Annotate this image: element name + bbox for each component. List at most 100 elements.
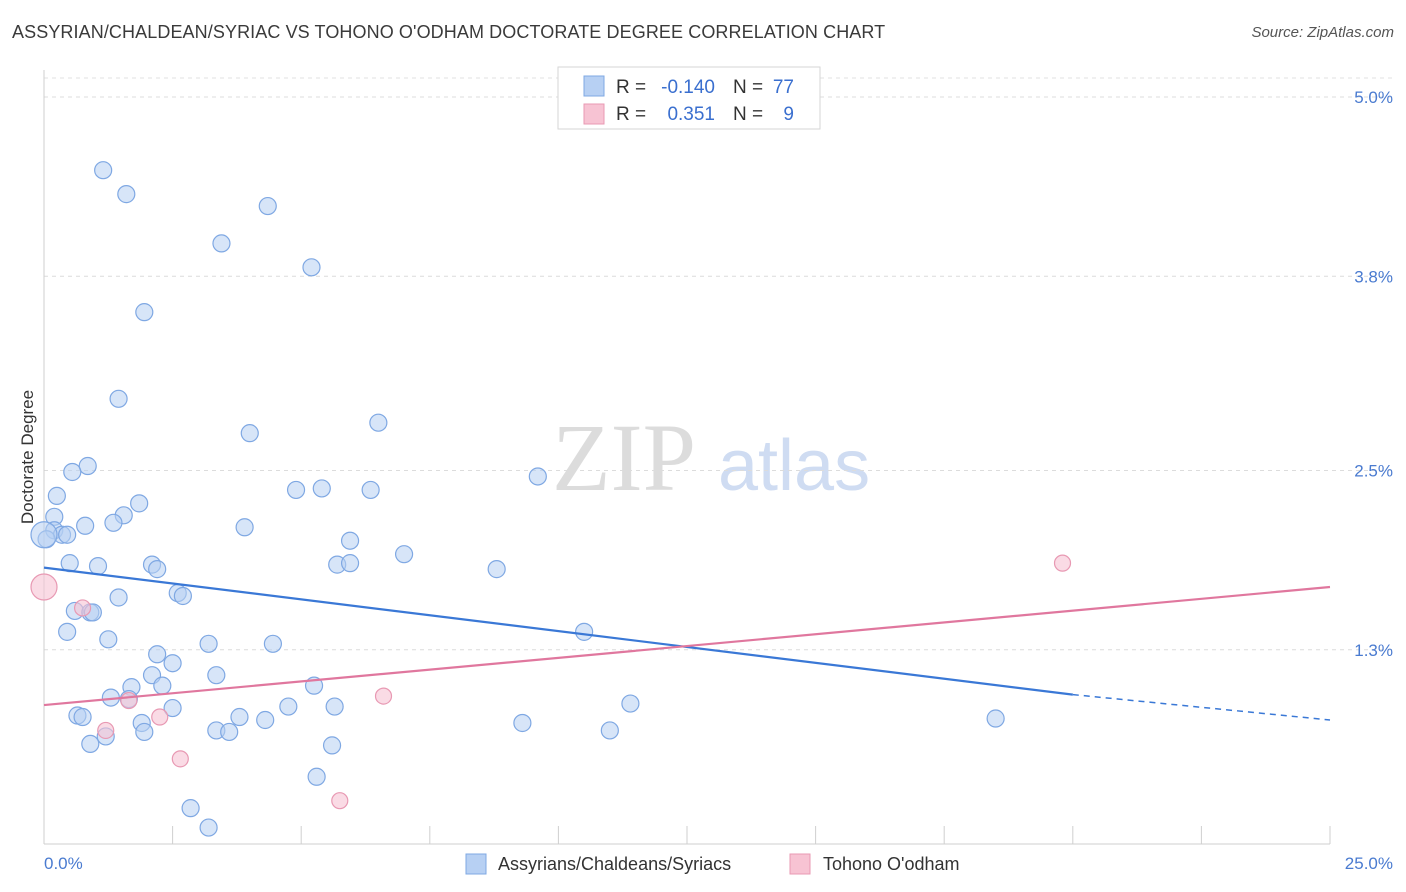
point-blue-68 xyxy=(135,722,154,742)
point-blue-76 xyxy=(30,521,58,549)
x-tick-label-min: 0.0% xyxy=(44,854,83,873)
chart-source: Source: ZipAtlas.com xyxy=(1251,24,1394,41)
point-blue-26 xyxy=(340,531,360,550)
point-blue-16 xyxy=(130,494,149,513)
point-blue-46 xyxy=(148,645,167,664)
point-blue-45 xyxy=(263,634,283,653)
point-blue-25 xyxy=(235,518,254,537)
watermark: ZIP atlas xyxy=(552,404,870,511)
point-blue-58 xyxy=(621,694,640,713)
point-blue-20 xyxy=(76,516,95,535)
point-blue-63 xyxy=(513,713,532,733)
point-blue-50 xyxy=(153,676,172,695)
point-blue-57 xyxy=(325,697,344,716)
point-blue-71 xyxy=(81,734,100,754)
point-blue-10 xyxy=(63,462,82,482)
series-legend-swatch-pink xyxy=(789,853,811,875)
stats-legend: R = -0.140 N = 77 R = 0.351 N = 9 xyxy=(557,66,821,130)
point-blue-67 xyxy=(220,722,239,742)
point-pink-7 xyxy=(171,750,189,768)
point-blue-73 xyxy=(307,767,326,786)
point-pink-3 xyxy=(374,687,393,705)
point-blue-62 xyxy=(256,710,275,730)
point-blue-23 xyxy=(58,525,77,544)
point-pink-5 xyxy=(151,708,169,726)
watermark-zip: ZIP xyxy=(552,404,696,511)
series-legend: Assyrians/Chaldeans/Syriacs Tohono O'odh… xyxy=(465,853,960,875)
stats-legend-n-value-blue: 77 xyxy=(773,77,794,98)
point-pink-0 xyxy=(30,573,58,601)
stats-legend-r-label-blue: R = xyxy=(616,77,646,98)
point-blue-0 xyxy=(94,161,113,180)
point-blue-34 xyxy=(487,560,506,579)
stats-legend-swatch-pink xyxy=(583,103,605,125)
point-blue-75 xyxy=(199,818,218,837)
point-pink-6 xyxy=(97,721,115,740)
point-blue-19 xyxy=(104,513,123,532)
series-tohono-points xyxy=(30,554,1072,810)
point-blue-12 xyxy=(47,486,66,505)
chart-title: ASSYRIAN/CHALDEAN/SYRIAC VS TOHONO O'ODH… xyxy=(12,22,886,42)
point-blue-1 xyxy=(117,185,136,204)
y-tick-label-2: 3.8% xyxy=(1354,267,1393,286)
point-blue-7 xyxy=(240,424,259,443)
point-blue-33 xyxy=(340,554,360,573)
point-blue-5 xyxy=(135,303,154,322)
x-axis-ticks xyxy=(43,826,1331,844)
stats-legend-r-label-pink: R = xyxy=(616,104,646,125)
watermark-atlas: atlas xyxy=(718,426,870,506)
point-blue-37 xyxy=(109,588,128,607)
point-blue-9 xyxy=(78,456,97,476)
stats-legend-swatch-blue xyxy=(583,75,605,97)
stats-legend-n-label-pink: N = xyxy=(733,104,763,125)
y-tick-label-0: 1.3% xyxy=(1354,641,1393,660)
point-blue-44 xyxy=(199,634,218,653)
point-blue-36 xyxy=(173,586,192,606)
point-blue-2 xyxy=(258,196,277,216)
point-blue-11 xyxy=(528,467,547,486)
point-blue-69 xyxy=(600,721,619,740)
series-legend-label-blue: Assyrians/Chaldeans/Syriacs xyxy=(498,854,731,874)
stats-legend-r-value-blue: -0.140 xyxy=(661,77,715,98)
trendlines xyxy=(43,566,1331,721)
series-legend-label-pink: Tohono O'odham xyxy=(823,854,960,874)
y-axis-label: Doctorate Degree xyxy=(18,390,37,524)
point-blue-48 xyxy=(207,666,226,685)
point-blue-43 xyxy=(99,630,118,649)
gridlines xyxy=(44,77,1393,651)
point-blue-42 xyxy=(575,622,594,641)
point-blue-72 xyxy=(322,736,342,755)
stats-legend-n-label-blue: N = xyxy=(733,77,763,98)
point-blue-3 xyxy=(212,234,231,253)
point-blue-29 xyxy=(88,557,108,576)
series-legend-swatch-blue xyxy=(465,853,487,875)
y-tick-labels: 1.3% 2.5% 3.8% 5.0% xyxy=(1354,88,1393,660)
point-blue-60 xyxy=(73,707,92,727)
point-blue-64 xyxy=(986,709,1005,728)
point-blue-14 xyxy=(312,479,331,498)
point-pink-2 xyxy=(1053,554,1072,572)
stats-legend-n-value-pink: 9 xyxy=(783,104,794,125)
point-pink-4 xyxy=(120,691,138,710)
stats-legend-r-value-pink: 0.351 xyxy=(667,104,715,125)
trendline-pink xyxy=(43,585,1331,707)
point-pink-1 xyxy=(73,599,92,617)
point-blue-13 xyxy=(286,480,306,500)
point-blue-56 xyxy=(279,697,298,716)
point-blue-55 xyxy=(163,698,182,718)
point-blue-47 xyxy=(163,654,182,673)
point-blue-8 xyxy=(369,413,388,432)
point-blue-27 xyxy=(394,545,414,564)
point-blue-4 xyxy=(302,258,321,277)
trendline-blue-extension xyxy=(1072,693,1331,721)
x-tick-label-max: 25.0% xyxy=(1345,854,1393,873)
point-blue-41 xyxy=(58,622,77,641)
y-tick-label-1: 2.5% xyxy=(1354,462,1393,481)
point-blue-31 xyxy=(148,560,167,579)
point-blue-6 xyxy=(109,389,128,408)
point-blue-61 xyxy=(230,707,249,727)
point-blue-15 xyxy=(361,480,380,500)
series-assyrians-points xyxy=(30,161,1005,837)
trendline-blue xyxy=(43,566,1073,696)
